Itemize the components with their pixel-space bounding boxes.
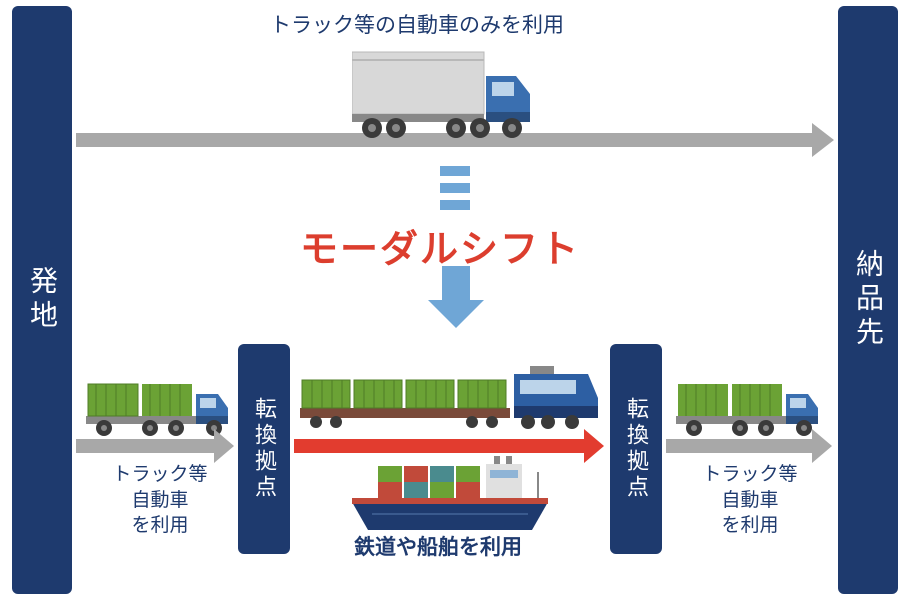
truck-top-icon bbox=[352, 46, 552, 140]
mid-arrow-line bbox=[294, 439, 588, 453]
left-caption-text: トラック等自動車を利用 bbox=[112, 464, 207, 536]
top-arrow-head bbox=[812, 123, 834, 157]
left-arrow-head bbox=[214, 429, 234, 463]
pillar-destination: 納品先 bbox=[838, 6, 898, 594]
mid-arrow-head bbox=[584, 429, 604, 463]
modal-shift-title: モーダルシフト bbox=[300, 218, 580, 273]
pillar-destination-text: 納品先 bbox=[848, 249, 888, 351]
left-arrow-line bbox=[76, 439, 218, 453]
right-arrow-head bbox=[812, 429, 832, 463]
pillar-hub-2-text: 転換拠点 bbox=[620, 397, 652, 501]
pillar-origin-text: 発地 bbox=[22, 266, 62, 334]
down-marks bbox=[440, 166, 470, 210]
pillar-hub-1: 転換拠点 bbox=[238, 344, 290, 554]
right-arrow-line bbox=[666, 439, 816, 453]
left-caption: トラック等自動車を利用 bbox=[100, 462, 220, 539]
train-icon bbox=[300, 360, 600, 432]
pillar-hub-1-text: 転換拠点 bbox=[248, 397, 280, 501]
modal-shift-diagram: 発地 納品先 転換拠点 転換拠点 トラック等の自動車のみを利用 bbox=[0, 0, 910, 600]
pillar-origin: 発地 bbox=[12, 6, 72, 594]
right-caption-text: トラック等自動車を利用 bbox=[702, 464, 797, 536]
right-caption: トラック等自動車を利用 bbox=[690, 462, 810, 539]
mid-caption: 鉄道や船舶を利用 bbox=[354, 534, 522, 562]
down-arrow-icon bbox=[428, 266, 484, 330]
truck-right-icon bbox=[676, 370, 826, 440]
top-caption: トラック等の自動車のみを利用 bbox=[270, 12, 564, 40]
ship-icon bbox=[344, 454, 556, 536]
pillar-hub-2: 転換拠点 bbox=[610, 344, 662, 554]
